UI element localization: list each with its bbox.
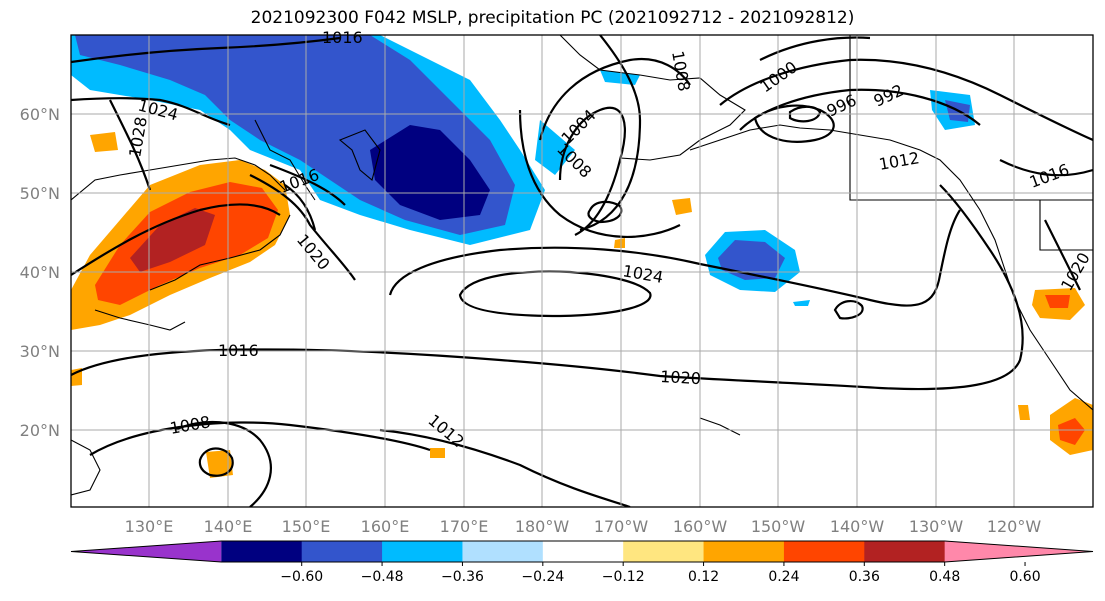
lon-label: 120°W xyxy=(987,517,1042,536)
lon-label: 160°E xyxy=(361,517,410,536)
colorbar-swatch xyxy=(944,541,1093,562)
lat-label: 60°N xyxy=(20,105,60,124)
colorbar-tick-label: −0.48 xyxy=(361,569,404,585)
lon-label: 150°E xyxy=(282,517,331,536)
colorbar-tick-label: 0.48 xyxy=(929,569,960,585)
lon-label: 170°E xyxy=(440,517,489,536)
colorbar-tick-label: −0.36 xyxy=(441,569,484,585)
lon-label: 160°W xyxy=(673,517,728,536)
lon-label: 130°W xyxy=(909,517,964,536)
isobar-label: 1016 xyxy=(322,28,363,47)
lat-label: 20°N xyxy=(20,421,60,440)
colorbar-swatch xyxy=(71,541,222,562)
colorbar-tick-label: 0.24 xyxy=(768,569,799,585)
map-frame xyxy=(70,34,1094,508)
graticule xyxy=(71,35,1093,507)
isobar-label: 1020 xyxy=(660,367,702,388)
colorbar-swatch xyxy=(462,541,544,562)
colorbar-swatch xyxy=(623,541,705,562)
isobar-label: 1016 xyxy=(218,341,259,360)
colorbar-tick-label: 0.60 xyxy=(1009,569,1040,585)
colorbar-swatch xyxy=(221,541,303,562)
lat-label: 40°N xyxy=(20,263,60,282)
precip-positive-shading xyxy=(71,132,1093,478)
lon-label: 180°W xyxy=(515,517,570,536)
colorbar-swatch xyxy=(783,541,865,562)
lon-label: 140°E xyxy=(204,517,253,536)
colorbar-tick-label: 0.36 xyxy=(849,569,880,585)
colorbar-swatch xyxy=(864,541,946,562)
lon-label: 170°W xyxy=(594,517,649,536)
map-panel: 1016 1024 1028 1016 1020 1008 1004 1008 … xyxy=(70,28,1094,508)
colorbar-outline xyxy=(70,540,1094,563)
colorbar-swatch xyxy=(542,541,624,562)
map-title: 2021092300 F042 MSLP, precipitation PC (… xyxy=(250,8,855,28)
colorbar-tick-label: −0.12 xyxy=(602,569,645,585)
colorbar-tick-label: −0.24 xyxy=(521,569,564,585)
lon-label: 130°E xyxy=(125,517,174,536)
longitude-labels: 130°E 140°E 150°E 160°E 170°E 180°W 170°… xyxy=(125,517,1042,536)
colorbar-swatch xyxy=(382,541,463,562)
lat-label: 50°N xyxy=(20,184,60,203)
colorbar: −0.60 −0.48 −0.36 −0.24 −0.12 0.12 0.24 0.36 0.4… xyxy=(70,540,1094,585)
colorbar-tick-label: −0.60 xyxy=(280,569,323,585)
lon-label: 150°W xyxy=(751,517,806,536)
lon-label: 140°W xyxy=(830,517,885,536)
latitude-labels: 60°N 50°N 40°N 30°N 20°N xyxy=(20,105,60,440)
colorbar-tick-label: 0.12 xyxy=(688,569,719,585)
lat-label: 30°N xyxy=(20,342,60,361)
colorbar-swatch xyxy=(301,541,383,562)
colorbar-swatch xyxy=(703,541,785,562)
